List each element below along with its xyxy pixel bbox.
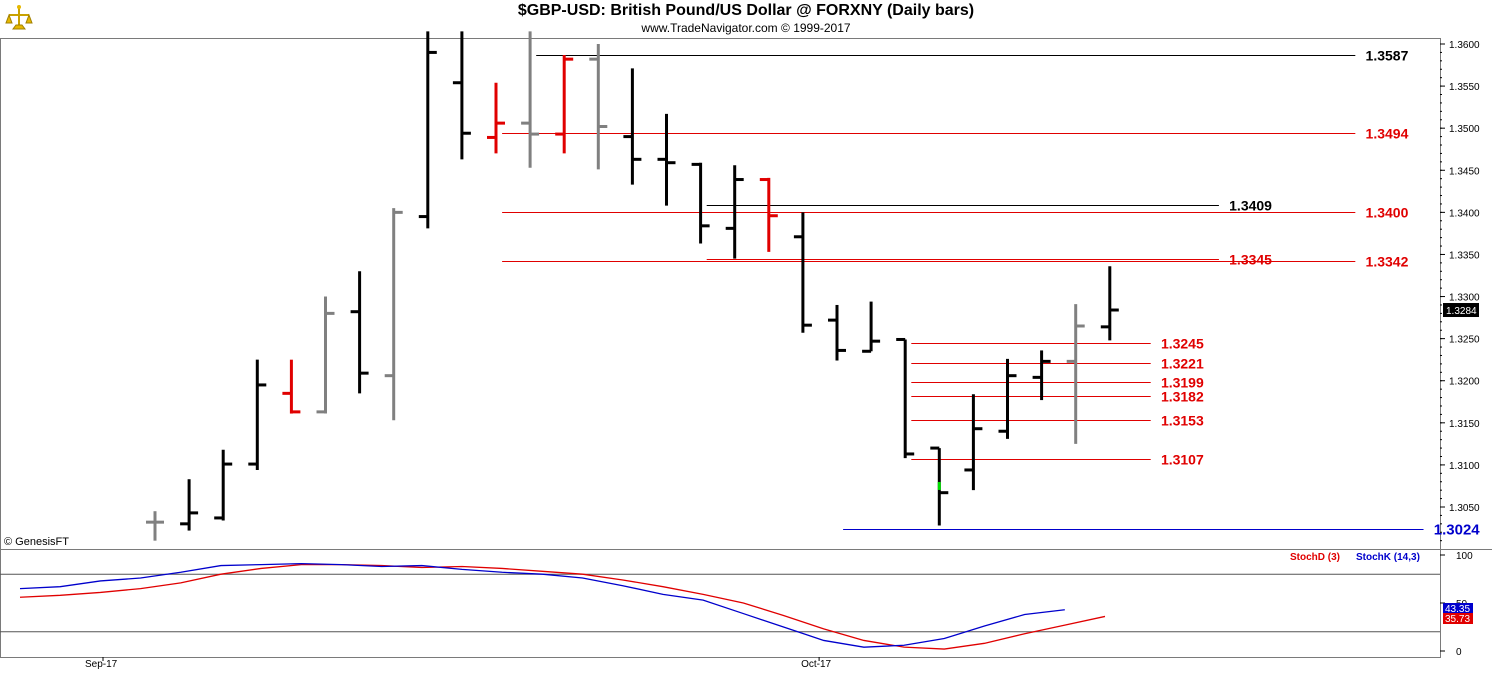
price-tick-label: 1.3250 <box>1449 335 1480 346</box>
stoch-d-value: 35.73 <box>1445 614 1470 625</box>
price-tick-label: 1.3300 <box>1449 293 1480 304</box>
x-tick-label: Sep-17 <box>85 659 118 670</box>
level-label: 1.3182 <box>1161 389 1204 405</box>
level-label: 1.3107 <box>1161 452 1204 468</box>
stoch-d-value-box <box>1443 613 1473 624</box>
osc-tick-label: 0 <box>1456 647 1462 658</box>
price-tick-label: 1.3150 <box>1449 419 1480 430</box>
level-label: 1.3587 <box>1366 48 1409 64</box>
level-label: 1.3245 <box>1161 336 1204 352</box>
copyright-note: © GenesisFT <box>4 536 69 548</box>
price-tick-label: 1.3050 <box>1449 503 1480 514</box>
level-label: 1.3345 <box>1229 252 1272 268</box>
last-price-box <box>1443 303 1479 318</box>
price-tick-label: 1.3200 <box>1449 377 1480 388</box>
last-price-label: 1.3284 <box>1446 306 1477 317</box>
plot-frame <box>0 38 1441 658</box>
stoch-k-value: 43.35 <box>1445 604 1470 615</box>
price-tick-label: 1.3500 <box>1449 124 1480 135</box>
price-tick-label: 1.3350 <box>1449 250 1480 261</box>
level-label: 1.3153 <box>1161 413 1204 429</box>
level-label: 1.3199 <box>1161 375 1204 391</box>
stoch-k-line <box>19 562 1065 648</box>
price-tick-label: 1.3600 <box>1449 40 1480 51</box>
level-label: 1.3024 <box>1434 522 1481 539</box>
price-tick-label: 1.3550 <box>1449 82 1480 93</box>
stoch-d-line <box>19 563 1106 650</box>
level-label: 1.3409 <box>1229 198 1272 214</box>
chart-subtitle: www.TradeNavigator.com © 1999-2017 <box>641 21 851 35</box>
price-tick-label: 1.3100 <box>1449 461 1480 472</box>
chart-header: $GBP-USD: British Pound/US Dollar @ FORX… <box>0 0 1492 38</box>
level-label: 1.3221 <box>1161 356 1204 372</box>
chart-title: $GBP-USD: British Pound/US Dollar @ FORX… <box>517 2 975 19</box>
x-tick-label: Oct-17 <box>801 659 831 670</box>
stoch-k-value-box <box>1443 603 1473 614</box>
trade-navigator-logo-icon <box>5 5 33 30</box>
level-label: 1.3342 <box>1366 254 1409 270</box>
level-label: 1.3400 <box>1366 205 1409 221</box>
stoch-k-legend: StochK (14,3) <box>1356 552 1420 563</box>
price-tick-label: 1.3400 <box>1449 208 1480 219</box>
stoch-d-legend: StochD (3) <box>1290 552 1340 563</box>
level-label: 1.3494 <box>1366 126 1409 142</box>
osc-tick-label: 100 <box>1456 551 1473 562</box>
price-tick-label: 1.3450 <box>1449 166 1480 177</box>
